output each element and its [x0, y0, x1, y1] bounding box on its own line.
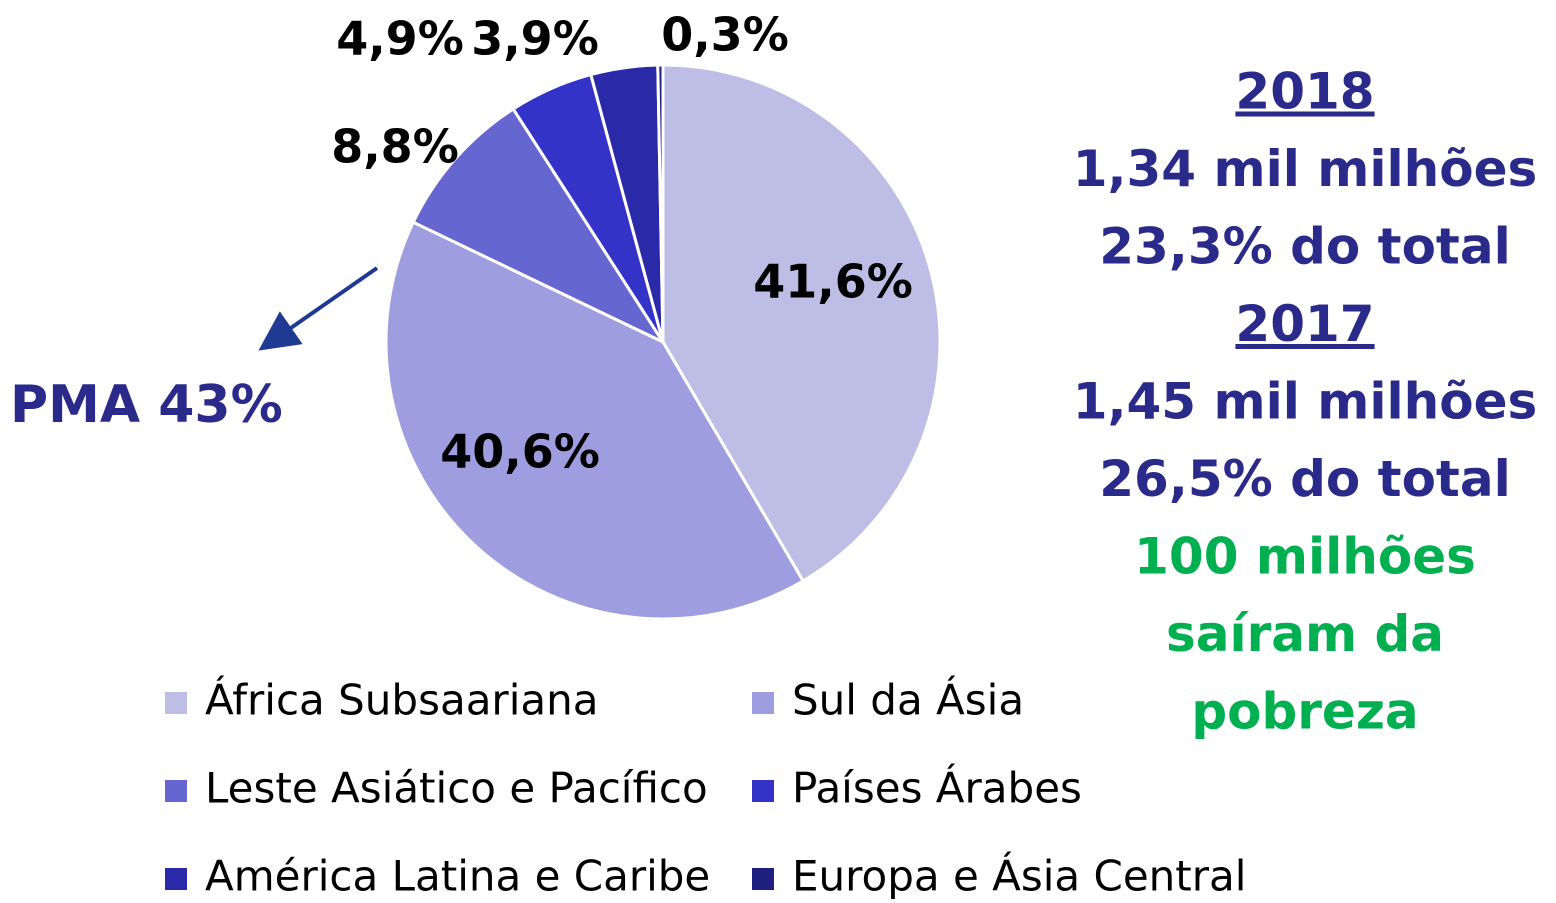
data-label: 4,9% — [336, 12, 464, 66]
legend-swatch — [752, 692, 774, 714]
data-label: 40,6% — [440, 425, 600, 479]
arrow — [258, 266, 379, 351]
legend-swatch — [165, 780, 187, 802]
legend-label: África Subsaariana — [205, 675, 598, 725]
annotation: PMA 43% — [10, 375, 283, 435]
side-text: 2017 — [1235, 295, 1374, 353]
side-text: saíram da — [1166, 605, 1444, 663]
legend-swatch — [752, 868, 774, 890]
legend-swatch — [752, 780, 774, 802]
slice — [384, 220, 806, 621]
legend-label: Países Árabes — [792, 763, 1082, 813]
legend-label: Europa e Ásia Central — [792, 851, 1246, 901]
data-label: 41,6% — [753, 255, 913, 309]
side-text: 26,5% do total — [1099, 450, 1510, 508]
data-label: 8,8% — [331, 120, 459, 174]
side-text: 1,45 mil milhões — [1073, 373, 1538, 431]
slice — [656, 63, 665, 343]
legend-label: Leste Asiático e Pacífico — [205, 764, 708, 813]
side-text: pobreza — [1191, 683, 1418, 741]
slice — [661, 63, 942, 583]
slice — [411, 106, 668, 346]
data-label: 3,9% — [471, 12, 599, 66]
side-text: 100 milhões — [1134, 528, 1476, 586]
side-text: 1,34 mil milhões — [1073, 140, 1538, 198]
legend-label: Sul da Ásia — [792, 675, 1024, 725]
data-label: 0,3% — [661, 8, 789, 62]
legend-label: América Latina e Caribe — [205, 852, 710, 901]
side-text: 2018 — [1235, 63, 1374, 121]
legend-swatch — [165, 692, 187, 714]
legend-swatch — [165, 868, 187, 890]
side-text: 23,3% do total — [1099, 218, 1510, 276]
